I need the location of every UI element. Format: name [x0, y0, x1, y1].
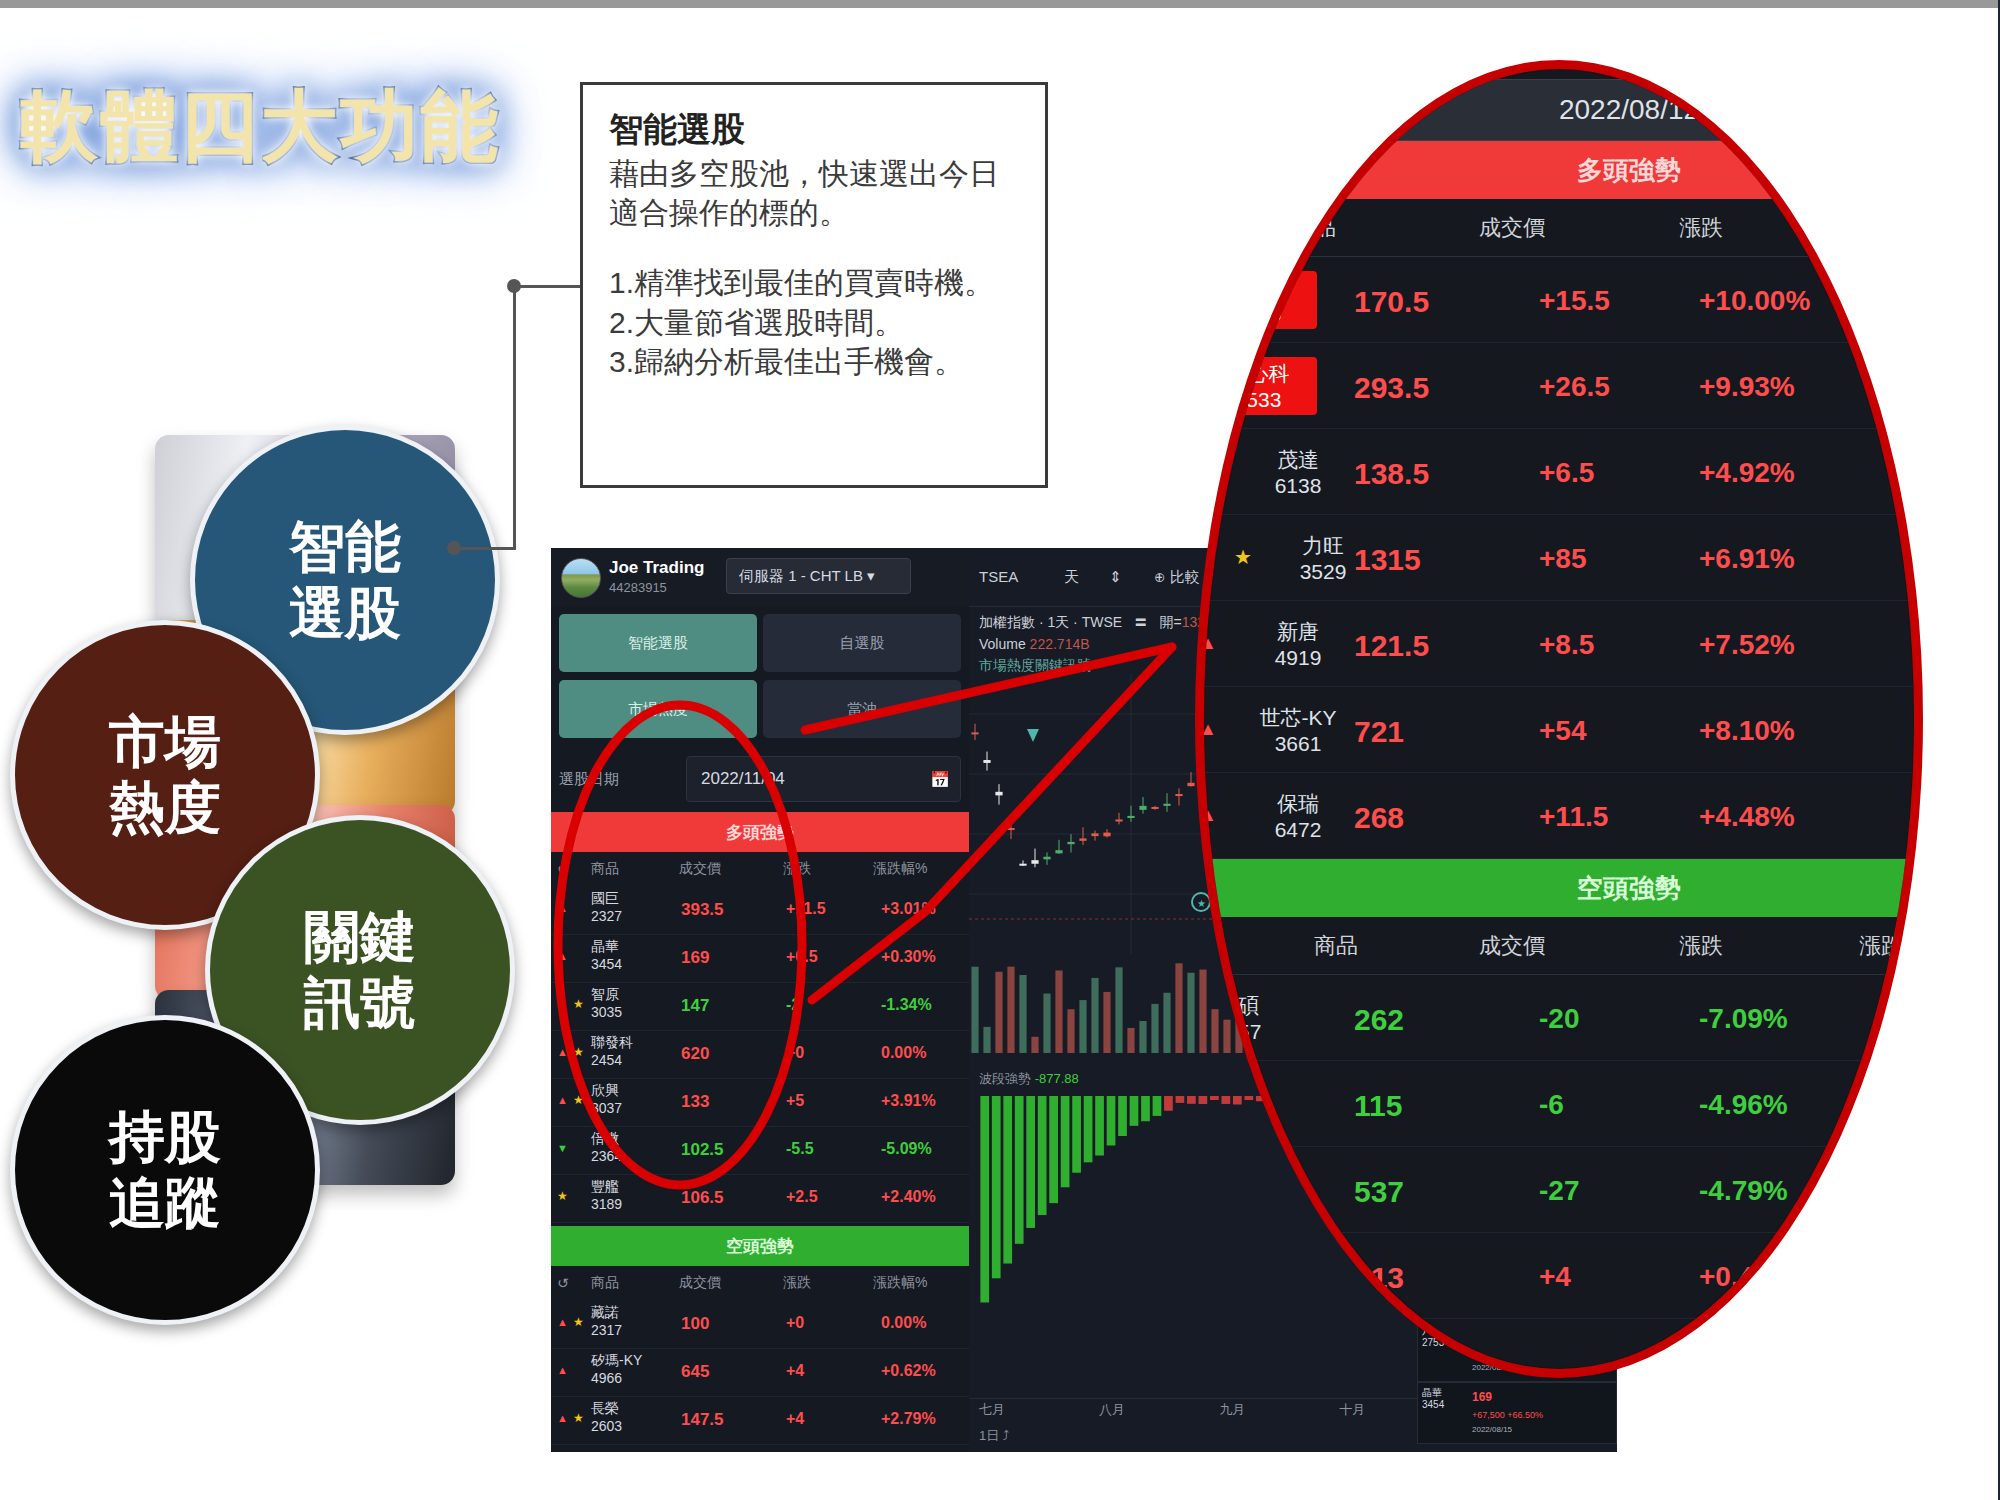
svg-text:★: ★ — [1197, 898, 1206, 909]
